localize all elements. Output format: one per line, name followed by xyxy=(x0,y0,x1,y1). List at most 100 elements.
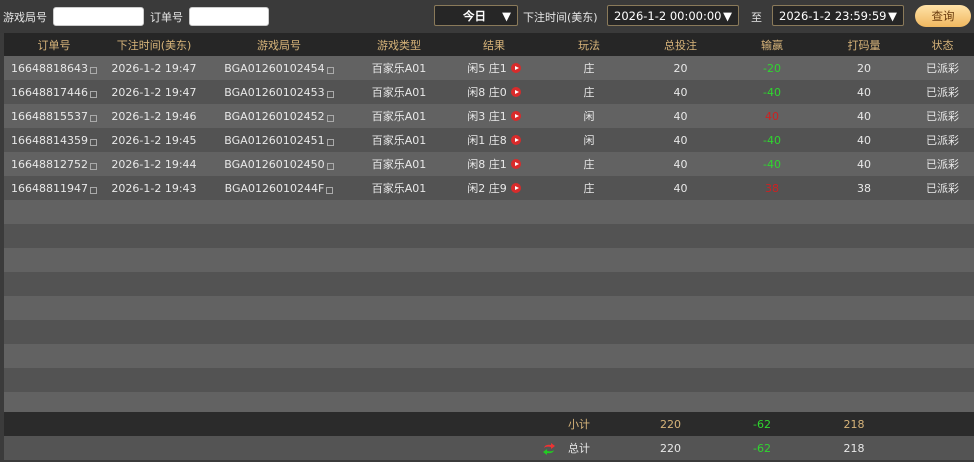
valid-bet-cell: 38 xyxy=(857,181,871,195)
subtotal-bet: 220 xyxy=(660,417,681,431)
order-number: 16648815537 xyxy=(11,109,88,123)
bet-cell: 20 xyxy=(673,61,688,75)
play-type-cell: 庄 xyxy=(583,62,595,75)
result-text: 闲2 庄9 xyxy=(467,182,507,195)
copy-icon[interactable] xyxy=(326,138,334,146)
bet-cell: 40 xyxy=(673,157,688,171)
game-type-cell: 百家乐A01 xyxy=(371,86,427,99)
copy-icon[interactable] xyxy=(89,138,97,146)
chevron-down-icon: ▼ xyxy=(888,8,897,23)
result-text: 闲5 庄1 xyxy=(467,62,507,75)
order-cell: 16648811947 xyxy=(4,182,104,195)
table-row[interactable]: 16648817446 2026-1-2 19:47 BGA01260102453 百… xyxy=(4,80,974,104)
status-cell: 已派彩 xyxy=(926,182,959,195)
copy-icon[interactable] xyxy=(89,90,97,98)
empty-row xyxy=(4,368,974,392)
play-video-icon[interactable] xyxy=(510,183,521,193)
column-header: 输赢 xyxy=(761,38,783,52)
total-bet: 220 xyxy=(660,441,681,455)
column-header: 下注时间(美东) xyxy=(116,38,192,52)
period-value: 今日 xyxy=(463,8,486,23)
copy-icon[interactable] xyxy=(89,114,97,122)
round-number: BGA01260102454 xyxy=(224,61,325,75)
bet-cell: 40 xyxy=(673,85,688,99)
result-text: 闲8 庄0 xyxy=(467,86,507,99)
order-number: 16648811947 xyxy=(11,181,88,195)
win-loss-cell: 38 xyxy=(765,181,779,195)
filter-toolbar: 游戏局号 订单号 今日 ▼ 下注时间(美东) 2026-1-2 00:00:00 ▼… xyxy=(0,0,974,33)
win-loss-cell: -40 xyxy=(763,133,781,147)
table-row[interactable]: 16648812752 2026-1-2 19:44 BGA01260102450 百… xyxy=(4,152,974,176)
empty-row xyxy=(4,392,974,412)
result-text: 闲3 庄1 xyxy=(467,110,507,123)
result-text: 闲8 庄1 xyxy=(467,158,507,171)
order-input[interactable] xyxy=(189,7,269,26)
order-cell: 16648814359 xyxy=(4,134,104,147)
game-type-cell: 百家乐A01 xyxy=(371,182,427,195)
copy-icon[interactable] xyxy=(89,162,97,170)
total-label: 总计 xyxy=(568,442,590,455)
empty-row xyxy=(4,224,974,248)
order-number: 16648814359 xyxy=(11,133,88,147)
end-time-select[interactable]: 2026-1-2 23:59:59 ▼ xyxy=(772,5,904,26)
play-video-icon[interactable] xyxy=(510,63,521,73)
period-select[interactable]: 今日 ▼ xyxy=(434,5,518,26)
play-video-icon[interactable] xyxy=(510,159,521,169)
column-header: 结果 xyxy=(483,38,505,52)
copy-icon[interactable] xyxy=(326,114,334,122)
play-video-icon[interactable] xyxy=(510,135,521,145)
copy-icon[interactable] xyxy=(89,66,97,74)
subtotal-label: 小计 xyxy=(568,418,590,431)
game-type-cell: 百家乐A01 xyxy=(371,134,427,147)
round-cell: BGA01260102453 xyxy=(204,86,354,99)
result-cell: 闲8 庄1 xyxy=(444,156,544,172)
empty-row xyxy=(4,248,974,272)
start-time-select[interactable]: 2026-1-2 00:00:00 ▼ xyxy=(607,5,739,26)
empty-row xyxy=(4,272,974,296)
valid-bet-cell: 40 xyxy=(857,109,871,123)
copy-icon[interactable] xyxy=(326,186,334,194)
round-number: BGA01260102453 xyxy=(224,85,325,99)
game-type-cell: 百家乐A01 xyxy=(371,110,427,123)
round-number: BGA01260102451 xyxy=(224,133,325,147)
result-cell: 闲1 庄8 xyxy=(444,132,544,148)
play-type-cell: 庄 xyxy=(583,182,595,195)
table-row[interactable]: 16648811947 2026-1-2 19:43 BGA0126010244F 百… xyxy=(4,176,974,200)
time-label: 下注时间(美东) xyxy=(523,11,598,24)
result-cell: 闲8 庄0 xyxy=(444,84,544,100)
subtotal-valid: 218 xyxy=(843,417,865,431)
time-cell: 2026-1-2 19:47 xyxy=(111,61,197,75)
copy-icon[interactable] xyxy=(89,186,97,194)
column-header: 打码量 xyxy=(847,38,881,52)
table-row[interactable]: 16648814359 2026-1-2 19:45 BGA01260102451 百… xyxy=(4,128,974,152)
result-cell: 闲3 庄1 xyxy=(444,108,544,124)
copy-icon[interactable] xyxy=(326,66,334,74)
table-row[interactable]: 16648818643 2026-1-2 19:47 BGA01260102454 百… xyxy=(4,56,974,80)
order-cell: 16648812752 xyxy=(4,158,104,171)
refresh-icon[interactable] xyxy=(542,442,556,456)
play-type-cell: 闲 xyxy=(583,134,595,147)
play-video-icon[interactable] xyxy=(510,87,521,97)
play-video-icon[interactable] xyxy=(510,111,521,121)
total-valid: 218 xyxy=(843,441,865,455)
copy-icon[interactable] xyxy=(326,162,334,170)
valid-bet-cell: 40 xyxy=(857,157,871,171)
game-round-input[interactable] xyxy=(53,7,144,26)
round-cell: BGA01260102451 xyxy=(204,134,354,147)
order-number: 16648812752 xyxy=(11,157,88,171)
column-header: 状态 xyxy=(931,38,954,52)
bet-cell: 40 xyxy=(673,109,688,123)
end-time-value: 2026-1-2 23:59:59 xyxy=(779,8,887,23)
column-header: 玩法 xyxy=(578,38,600,52)
valid-bet-cell: 40 xyxy=(857,85,871,99)
play-type-cell: 庄 xyxy=(583,86,595,99)
time-cell: 2026-1-2 19:45 xyxy=(111,133,197,147)
table-row[interactable]: 16648815537 2026-1-2 19:46 BGA01260102452 百… xyxy=(4,104,974,128)
copy-icon[interactable] xyxy=(326,90,334,98)
chevron-down-icon: ▼ xyxy=(723,8,732,23)
subtotal-win: -62 xyxy=(753,417,771,431)
query-button[interactable]: 查询 xyxy=(915,5,971,27)
round-number: BGA01260102452 xyxy=(224,109,325,123)
status-cell: 已派彩 xyxy=(926,110,959,123)
bet-cell: 40 xyxy=(673,181,688,195)
